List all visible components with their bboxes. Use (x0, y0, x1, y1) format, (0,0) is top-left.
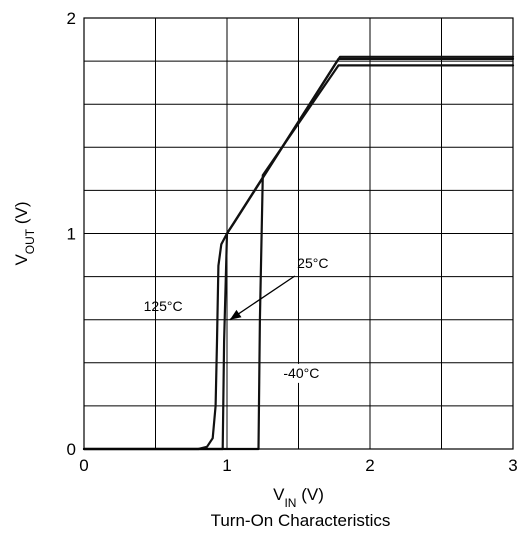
annotation-background (277, 363, 326, 383)
x-tick-label: 1 (222, 456, 231, 475)
annotation-label: -40°C (283, 365, 319, 381)
annotation-arrowhead (229, 309, 242, 320)
x-tick-label: 0 (79, 456, 88, 475)
y-tick-label: 1 (67, 225, 76, 244)
y-tick-label: 0 (67, 440, 76, 459)
x-axis-label: VIN (V) (273, 485, 324, 510)
y-tick-label: 2 (67, 9, 76, 28)
x-tick-label: 3 (508, 456, 517, 475)
grid (83, 17, 514, 450)
annotation-label: 125°C (144, 298, 183, 314)
annotations: 125°C 25°C -40°C (144, 255, 328, 383)
annotation-label: 25°C (297, 255, 328, 271)
y-axis-label: VOUT (V) (12, 201, 37, 265)
x-tick-label: 2 (365, 456, 374, 475)
annotation-arrow-line (229, 275, 296, 321)
chart-caption: Turn-On Characteristics (211, 511, 391, 530)
tick-labels: 0 1 2 3 0 1 2 (67, 9, 518, 475)
plot-frame (83, 17, 514, 450)
